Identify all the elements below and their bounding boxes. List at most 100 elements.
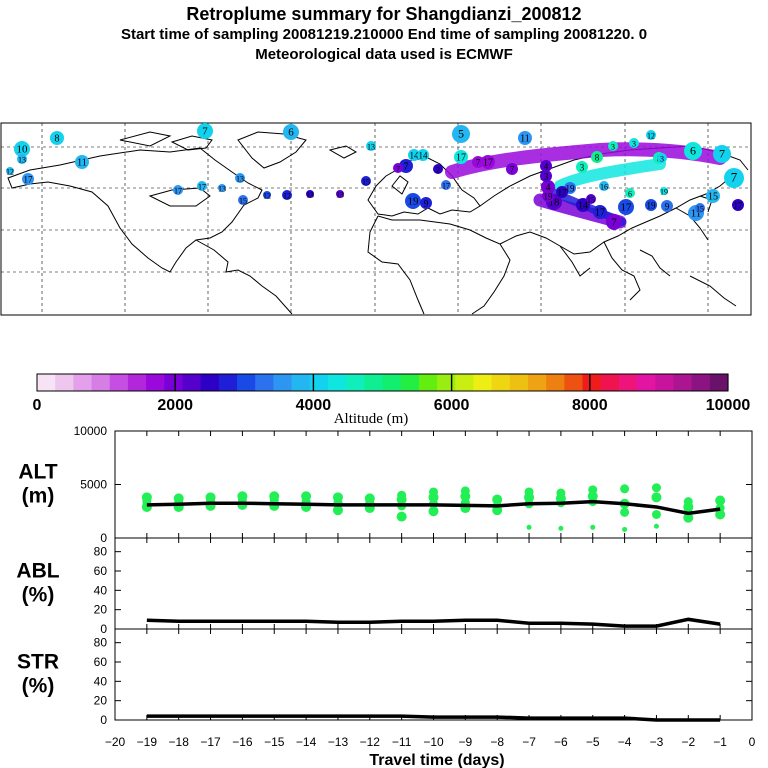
plume-marker-label: 17	[621, 202, 633, 214]
colorbar-cell	[582, 374, 602, 391]
plume-marker	[724, 168, 744, 188]
plume-marker	[366, 141, 376, 151]
x-tick-label: −17	[200, 735, 221, 749]
plume-marker-label: 13	[367, 143, 375, 152]
plume-marker-label: 14	[578, 201, 588, 212]
colorbar-cell	[237, 374, 256, 391]
x-axis-label: Travel time (days)	[369, 752, 504, 768]
colorbar-cell	[182, 374, 202, 391]
plume-marker	[405, 193, 421, 209]
plume-marker-label: 9	[665, 202, 670, 212]
alt-point	[622, 526, 628, 532]
plume-marker	[576, 161, 588, 173]
plume-marker-label: 8	[55, 134, 60, 145]
panel-ylabel: STR	[17, 651, 59, 674]
alt-point	[332, 492, 343, 503]
plume-marker	[14, 141, 30, 157]
chart-title: Retroplume summary for Shangdianzi_20081…	[186, 4, 582, 24]
colorbar-cell	[164, 374, 184, 391]
plume-marker	[629, 138, 639, 148]
alt-point	[556, 488, 566, 498]
colorbar-tick-label: 0	[33, 397, 42, 414]
plume-marker	[540, 170, 552, 182]
colorbar-cell	[527, 374, 547, 391]
x-axis: −20 −19 −18 −17 −16 −15 −14 −13 −12 −11 −10 −9 −8 −7−…	[105, 735, 756, 768]
plume-marker-label: 17	[595, 208, 605, 219]
colorbar-tick-label: 10000	[706, 397, 751, 414]
colorbar-cell	[109, 374, 129, 391]
colorbar-cell	[637, 374, 656, 391]
plume-marker-label: 12	[647, 132, 655, 141]
plume-marker	[441, 180, 451, 190]
x-tick-label: −20	[105, 735, 126, 749]
x-tick-label: −6	[554, 735, 568, 749]
x-tick-label: −16	[232, 735, 253, 749]
plume-marker-label: 4	[546, 183, 551, 194]
chart-panels: ALT(m)0500010000ABL(%)020406080STR(%)020…	[16, 424, 755, 768]
plume-marker	[283, 124, 299, 140]
plume-marker	[173, 185, 183, 195]
panel-ylabel-unit: (m)	[22, 485, 55, 508]
plume-marker-label: 9	[424, 199, 429, 209]
colorbar-tick-label: 6000	[434, 397, 470, 414]
alt-point	[558, 525, 564, 531]
plume-marker-label: 5	[458, 127, 464, 141]
plume-marker	[576, 198, 590, 212]
alt-point	[590, 524, 596, 530]
alt-point	[492, 494, 503, 505]
plume-marker	[218, 184, 226, 192]
alt-median-line	[146, 499, 721, 516]
plume-marker-label: 2	[436, 166, 440, 175]
colorbar-cell	[73, 374, 93, 391]
sampling-time-subtitle: Start time of sampling 20081219.210000 E…	[120, 26, 648, 43]
plume-marker	[433, 164, 443, 174]
colorbar-cell	[673, 374, 693, 391]
y-tick-label: 0	[100, 531, 107, 545]
colorbar-cell	[600, 374, 620, 391]
plume-marker-label: 19	[408, 196, 420, 208]
plume-marker	[50, 131, 64, 145]
plume-marker-label: 19	[566, 184, 576, 194]
plume-marker-label: 3	[611, 143, 615, 152]
panel-str: STR(%) 0 20 40 60 80	[17, 628, 753, 727]
plume-marker-label: 13	[336, 191, 344, 200]
colorbar-cell	[146, 374, 165, 391]
plume-marker-label: 13	[18, 156, 26, 165]
plume-marker-label: 7	[396, 165, 400, 174]
alt-point	[301, 491, 312, 502]
plume-marker-label: 17	[456, 153, 466, 164]
x-tick-label: −3	[650, 735, 664, 749]
alt-point	[653, 523, 659, 529]
alt-point	[141, 492, 152, 503]
y-tick-label: 10000	[74, 424, 108, 438]
colorbar-cell	[509, 374, 529, 391]
alt-point	[205, 492, 216, 503]
plume-marker-label: 17	[442, 182, 450, 191]
alt-point	[396, 511, 407, 522]
colorbar-cell	[346, 374, 365, 391]
plume-marker-label: 7	[202, 126, 208, 138]
y-tick-label: 20	[94, 694, 108, 708]
panel-abl: ABL(%) 0 20 40 60 80	[16, 537, 753, 636]
plume-marker-label: 7	[476, 158, 481, 168]
plume-marker	[684, 142, 702, 160]
y-tick-label: 60	[94, 564, 108, 578]
plume-marker-label: 15	[362, 178, 370, 187]
plume-marker-label: 8	[595, 153, 600, 163]
alt-point	[587, 491, 598, 502]
plume-marker-label: 15	[587, 196, 595, 205]
plume-marker-label: 12	[6, 168, 14, 177]
colorbar-cell	[255, 374, 274, 391]
x-tick-label: −14	[296, 735, 317, 749]
plume-marker	[625, 188, 635, 198]
plume-marker	[481, 155, 495, 169]
plume-marker-label: 6	[288, 127, 294, 139]
plume-marker-label: 3	[580, 163, 585, 173]
plume-marker-label: 17	[24, 175, 34, 185]
colorbar-cell	[327, 374, 347, 391]
plume-marker-label: 4	[544, 162, 549, 172]
plume-marker-label: 7	[510, 165, 515, 175]
plume-marker	[518, 131, 532, 145]
alt-point	[620, 484, 630, 494]
